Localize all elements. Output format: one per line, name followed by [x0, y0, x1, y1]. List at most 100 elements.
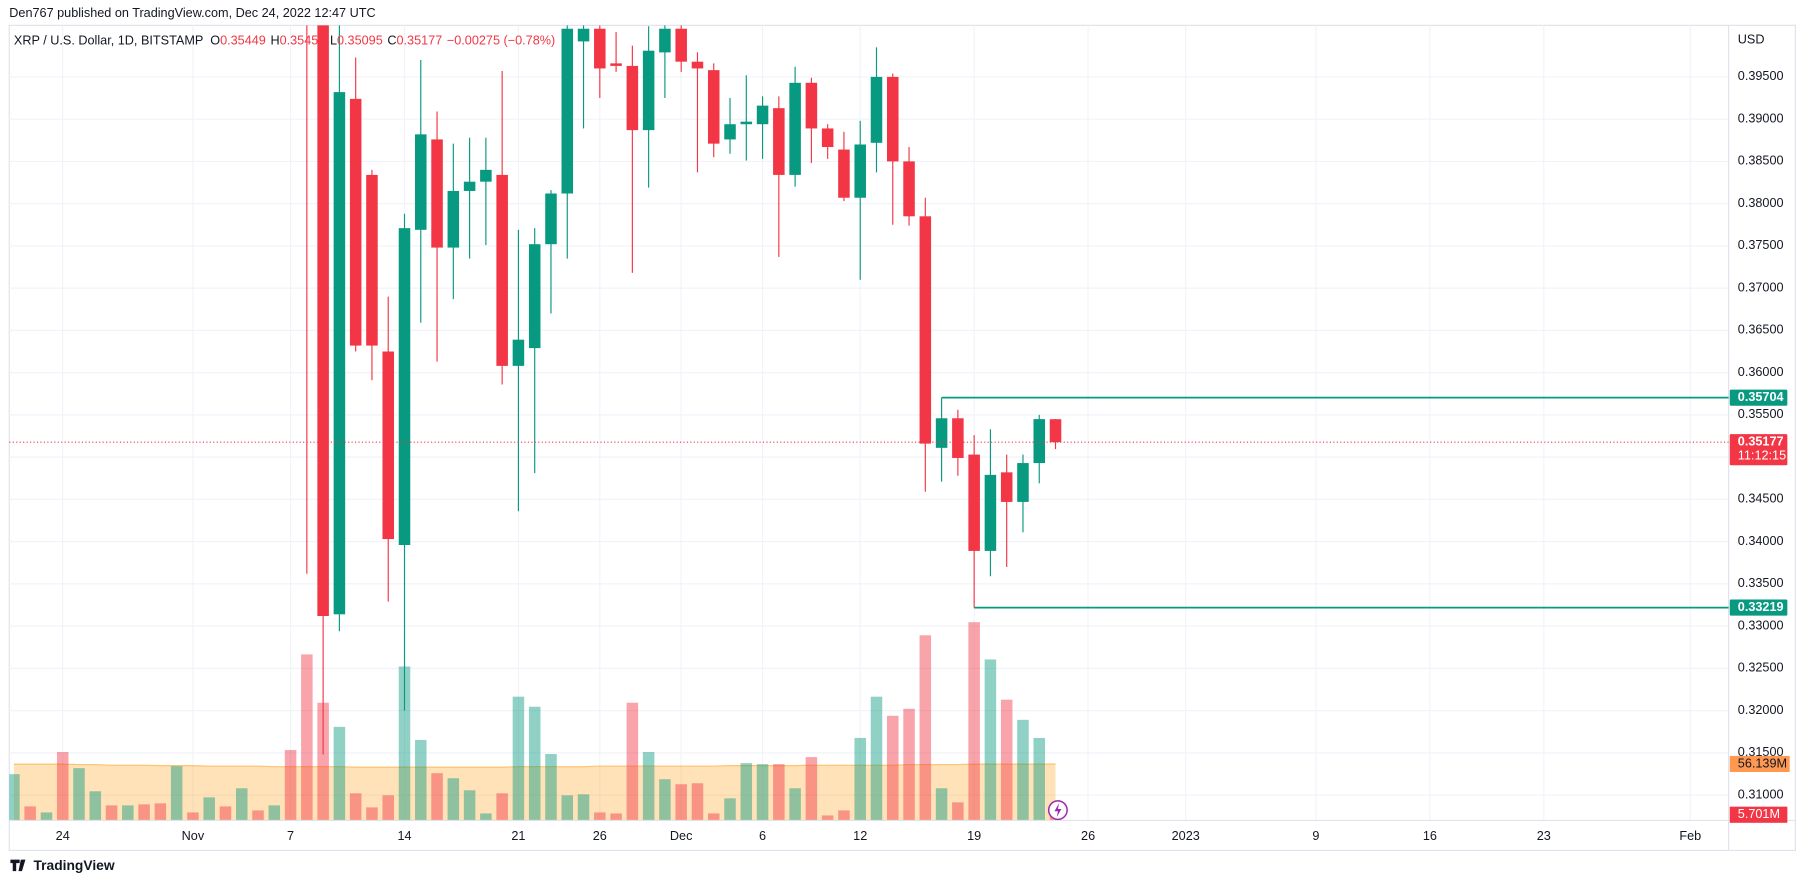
- candle-body: [740, 121, 753, 125]
- y-tick-label: 0.38500: [1738, 154, 1784, 168]
- volume-bar: [170, 766, 183, 821]
- candle-body: [447, 190, 460, 248]
- x-tick-label: 24: [56, 829, 70, 843]
- level-label: 0.35704: [1738, 390, 1784, 404]
- last-price-label: 0.35177: [1738, 435, 1784, 449]
- ohlc-letter: O: [210, 34, 220, 48]
- volume-bar: [724, 798, 736, 821]
- volume-bar: [252, 810, 264, 821]
- volume-bar: [952, 802, 964, 821]
- x-tick-label: 16: [1423, 829, 1437, 843]
- candle-body: [415, 134, 427, 230]
- candle-body: [789, 82, 801, 175]
- y-tick-label: 0.37000: [1738, 280, 1784, 294]
- candle-body: [821, 128, 834, 148]
- candle-body: [1017, 463, 1029, 502]
- volume-bar: [301, 654, 313, 821]
- candle-body: [610, 63, 622, 66]
- volume-bar: [577, 794, 590, 821]
- candle-body: [333, 92, 346, 615]
- candle-body: [496, 174, 508, 366]
- volume-bar: [821, 815, 834, 821]
- level-label-box: [1729, 599, 1788, 616]
- volume-bar: [789, 788, 801, 821]
- volume-bar: [138, 804, 150, 821]
- volume-ma-label-box: [1729, 755, 1790, 773]
- candle-body: [594, 28, 606, 69]
- candle-body: [1033, 419, 1046, 464]
- y-tick-label: 0.34500: [1738, 492, 1784, 506]
- volume-bar: [219, 806, 232, 821]
- volume-bar: [838, 810, 850, 821]
- x-tick-label: 26: [593, 829, 607, 843]
- volume-bar: [105, 805, 118, 821]
- volume-bar: [154, 803, 167, 821]
- volume-bar: [480, 813, 492, 821]
- candle-body: [724, 124, 736, 140]
- volume-bar: [333, 726, 346, 821]
- x-tick-label: Feb: [1679, 829, 1701, 843]
- candle-body: [1000, 472, 1013, 502]
- volume-bar: [24, 806, 36, 821]
- candle-body: [1049, 419, 1062, 443]
- candle-body: [870, 76, 883, 143]
- candle-body: [545, 193, 557, 245]
- candle-body: [691, 61, 704, 69]
- volume-bar: [349, 793, 362, 821]
- last-price-box: [1729, 434, 1788, 466]
- y-tick-label: 0.36000: [1738, 365, 1784, 379]
- candle-body: [756, 105, 769, 125]
- ohlc-value: 0.35451: [280, 34, 326, 48]
- volume-bar: [382, 795, 394, 821]
- volume-ma-line: [13, 763, 1056, 768]
- volume-bar: [887, 715, 899, 821]
- publisher: Den767 published on TradingView.com, Dec…: [9, 6, 375, 20]
- volume-bar: [984, 659, 997, 821]
- candle-body: [431, 139, 443, 248]
- volume-bar: [9, 774, 20, 821]
- candle-body: [707, 70, 720, 144]
- y-tick-label: 0.31000: [1738, 787, 1784, 801]
- ohlc-value: 0.35449: [220, 34, 266, 48]
- volume-bar: [203, 797, 215, 821]
- candle-body: [349, 98, 362, 346]
- y-tick-label: 0.33000: [1738, 618, 1784, 632]
- x-tick-label: 9: [1312, 829, 1319, 843]
- volume-bar: [594, 812, 606, 821]
- volume-label: 5.701M: [1738, 807, 1780, 821]
- grid: [9, 25, 1729, 821]
- volume-bar: [1033, 737, 1046, 821]
- volume-bar: [659, 779, 671, 821]
- volume-bar: [707, 813, 720, 821]
- candle-body: [919, 216, 932, 444]
- volume-ma-area: [13, 764, 1056, 821]
- x-tick-label: 2023: [1172, 829, 1200, 843]
- candle-body: [854, 144, 866, 198]
- candle-body: [382, 351, 394, 540]
- volume-bar: [691, 783, 704, 821]
- volume-bar: [528, 706, 541, 821]
- x-tick-label: Nov: [182, 829, 205, 843]
- volume-bar: [561, 795, 574, 821]
- candle-body: [903, 161, 915, 217]
- y-tick-label: 0.32000: [1738, 703, 1784, 717]
- y-tick-label: 0.35500: [1738, 407, 1784, 421]
- y-tick-label: 0.38000: [1738, 196, 1784, 210]
- candle-body: [675, 28, 687, 62]
- level-label: 0.33219: [1738, 600, 1784, 614]
- brand: TradingView: [33, 857, 114, 873]
- candle-body: [935, 418, 948, 448]
- volume-bar: [626, 702, 639, 821]
- volume-bar: [805, 757, 818, 821]
- x-tick-label: 23: [1537, 829, 1551, 843]
- candle-body: [512, 339, 525, 366]
- y-tick-label: 0.32500: [1738, 661, 1784, 675]
- volume-bar: [56, 752, 69, 821]
- candle-body: [561, 28, 574, 194]
- ohlc-letter: H: [270, 34, 279, 48]
- volume-bar: [496, 793, 508, 821]
- volume-bar: [415, 739, 427, 821]
- candle-body: [773, 108, 785, 175]
- symbol: XRP / U.S. Dollar, 1D, BITSTAMP: [14, 34, 203, 48]
